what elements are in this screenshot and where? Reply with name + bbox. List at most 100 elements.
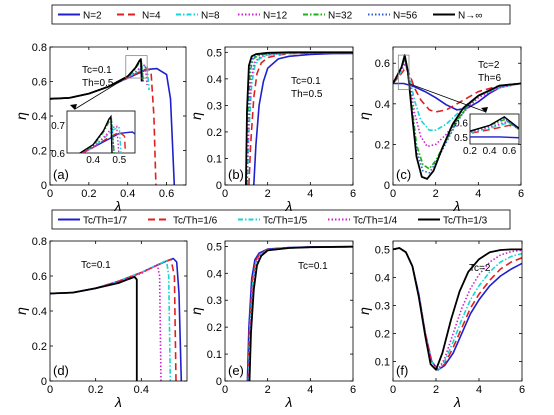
y-tick-label: 0.1	[207, 153, 222, 165]
series-line	[246, 51, 353, 185]
x-tick-label: 0.4	[120, 188, 135, 200]
series-line	[248, 245, 353, 381]
x-tick-label: 0	[47, 384, 53, 396]
legend-label: Tc/Th=1/5	[263, 216, 308, 227]
panel-f: 0 2 4 6 0.1 0.2 0.3 0.4 0.5 λ η (f) Tc=2	[356, 240, 525, 410]
annotation: Tc=0.1	[298, 261, 328, 272]
legend-item: N=8	[176, 11, 220, 22]
legend-item: Tc/Th=1/4	[328, 216, 398, 227]
y-tick-label: 0.2	[32, 341, 47, 353]
inset-arrow-head	[70, 104, 77, 110]
annotation: Th=0.5	[291, 89, 323, 100]
y-tick-label: 0.5	[375, 244, 390, 256]
series-line	[50, 58, 143, 100]
legend-label: N=4	[142, 11, 161, 22]
x-axis-label: λ	[114, 394, 122, 410]
series-line	[248, 245, 353, 381]
x-tick-label: 0.2	[81, 188, 96, 200]
x-tick-label: 0	[390, 384, 396, 396]
y-tick-label: 0.4	[32, 111, 47, 123]
panel-d: 0 0.2 0.4 0 0.2 0.4 0.6 0.8 λ η (d) Tc=0.1	[13, 236, 188, 410]
panel-label: (b)	[228, 167, 244, 182]
y-tick-label: 0.2	[207, 127, 222, 139]
panel-label: (e)	[228, 363, 244, 378]
inset-arrow	[408, 83, 487, 113]
series-line	[247, 245, 353, 381]
series-line	[50, 263, 162, 381]
legend-item: N=4	[117, 11, 161, 22]
legend-item: Tc/Th=1/6	[148, 216, 218, 227]
y-tick-label: 0.1	[375, 356, 390, 368]
inset-series-line	[470, 116, 519, 132]
series-group	[393, 54, 521, 180]
x-tick-label: 2	[265, 384, 271, 396]
x-tick-label: 2	[433, 188, 439, 200]
y-tick-label: 0.6	[32, 77, 47, 89]
x-axis-label: λ	[114, 198, 122, 214]
series-line	[393, 54, 521, 180]
annotation: Th=0.5	[82, 78, 114, 89]
legend-label: Tc/Th=1/3	[443, 216, 488, 227]
x-tick-label: 4	[307, 384, 313, 396]
series-line	[245, 51, 353, 185]
legend-bottom-frame	[51, 209, 511, 230]
series-line	[246, 51, 353, 185]
legend-item: Tc/Th=1/5	[238, 216, 308, 227]
inset-x-tick-label: 0.4	[483, 146, 497, 157]
series-line	[50, 275, 138, 381]
annotation: Tc=0.1	[291, 76, 321, 87]
y-tick-label: 0.5	[207, 47, 222, 59]
x-tick-label: 2	[265, 188, 271, 200]
panel-label: (f)	[396, 363, 408, 378]
y-tick-label: 0.3	[207, 295, 222, 307]
inset-frame	[66, 110, 136, 154]
panel-c: 0 2 4 6 0 0.2 0.4 0.6 λ η (c) Tc=2 Th=6 0.2 0.4 0.6 0.5 0…	[356, 46, 524, 214]
x-tick-label: 0	[47, 188, 53, 200]
zoom-box	[397, 54, 410, 91]
x-tick-label: 6	[350, 188, 356, 200]
x-axis-label: λ	[453, 394, 461, 410]
y-tick-label: 0.4	[375, 272, 390, 284]
y-tick-label: 0.6	[375, 58, 390, 70]
inset-series-line	[81, 131, 135, 153]
x-axis-label: λ	[285, 394, 293, 410]
y-axis-label: η	[356, 307, 372, 315]
series-group	[393, 247, 522, 372]
series-line	[245, 51, 353, 185]
y-tick-label: 0.8	[32, 236, 47, 248]
x-tick-label: 2	[433, 384, 439, 396]
legend-label: N=56	[393, 11, 418, 22]
legend-item: N→∞	[433, 11, 482, 22]
annotation: Tc=2	[478, 60, 500, 71]
legend-bottom: Tc/Th=1/7 Tc/Th=1/6 Tc/Th=1/5 Tc/Th=1/4 Tc/T…	[51, 209, 511, 230]
legend-label: Tc/Th=1/7	[83, 216, 128, 227]
x-tick-label: 4	[307, 188, 313, 200]
series-group	[245, 51, 353, 185]
inset-y-tick-label: 0.7	[51, 121, 65, 132]
legend-label: N=8	[201, 11, 220, 22]
y-tick-label: 0.5	[207, 241, 222, 253]
y-tick-label: 0.2	[32, 146, 47, 158]
y-tick-label: 0	[384, 180, 390, 192]
inset-x-tick-label: 0.6	[502, 146, 516, 157]
inset-series-line	[78, 114, 113, 153]
y-axis-label: η	[13, 307, 29, 315]
series-group	[246, 245, 353, 381]
annotation: Th=6	[478, 73, 502, 84]
panel-b: 0 2 4 6 0 0.1 0.2 0.3 0.4 0.5 λ η (b) Tc=0.1 Th=0.5	[188, 46, 356, 214]
y-axis-label: η	[188, 307, 204, 315]
y-tick-label: 0.3	[375, 300, 390, 312]
y-tick-label: 0	[216, 376, 222, 388]
panel-label: (d)	[53, 363, 69, 378]
axes-frame	[224, 46, 354, 186]
inset-y-tick-label: 0.6	[454, 119, 468, 130]
y-tick-label: 0.4	[207, 74, 222, 86]
axes-frame	[392, 46, 522, 186]
y-tick-label: 0.4	[375, 99, 390, 111]
y-tick-label: 0	[41, 180, 47, 192]
y-tick-label: 0	[41, 376, 47, 388]
axes-frame	[49, 240, 188, 382]
legend-item: N=12	[238, 11, 288, 22]
series-line	[248, 52, 353, 185]
